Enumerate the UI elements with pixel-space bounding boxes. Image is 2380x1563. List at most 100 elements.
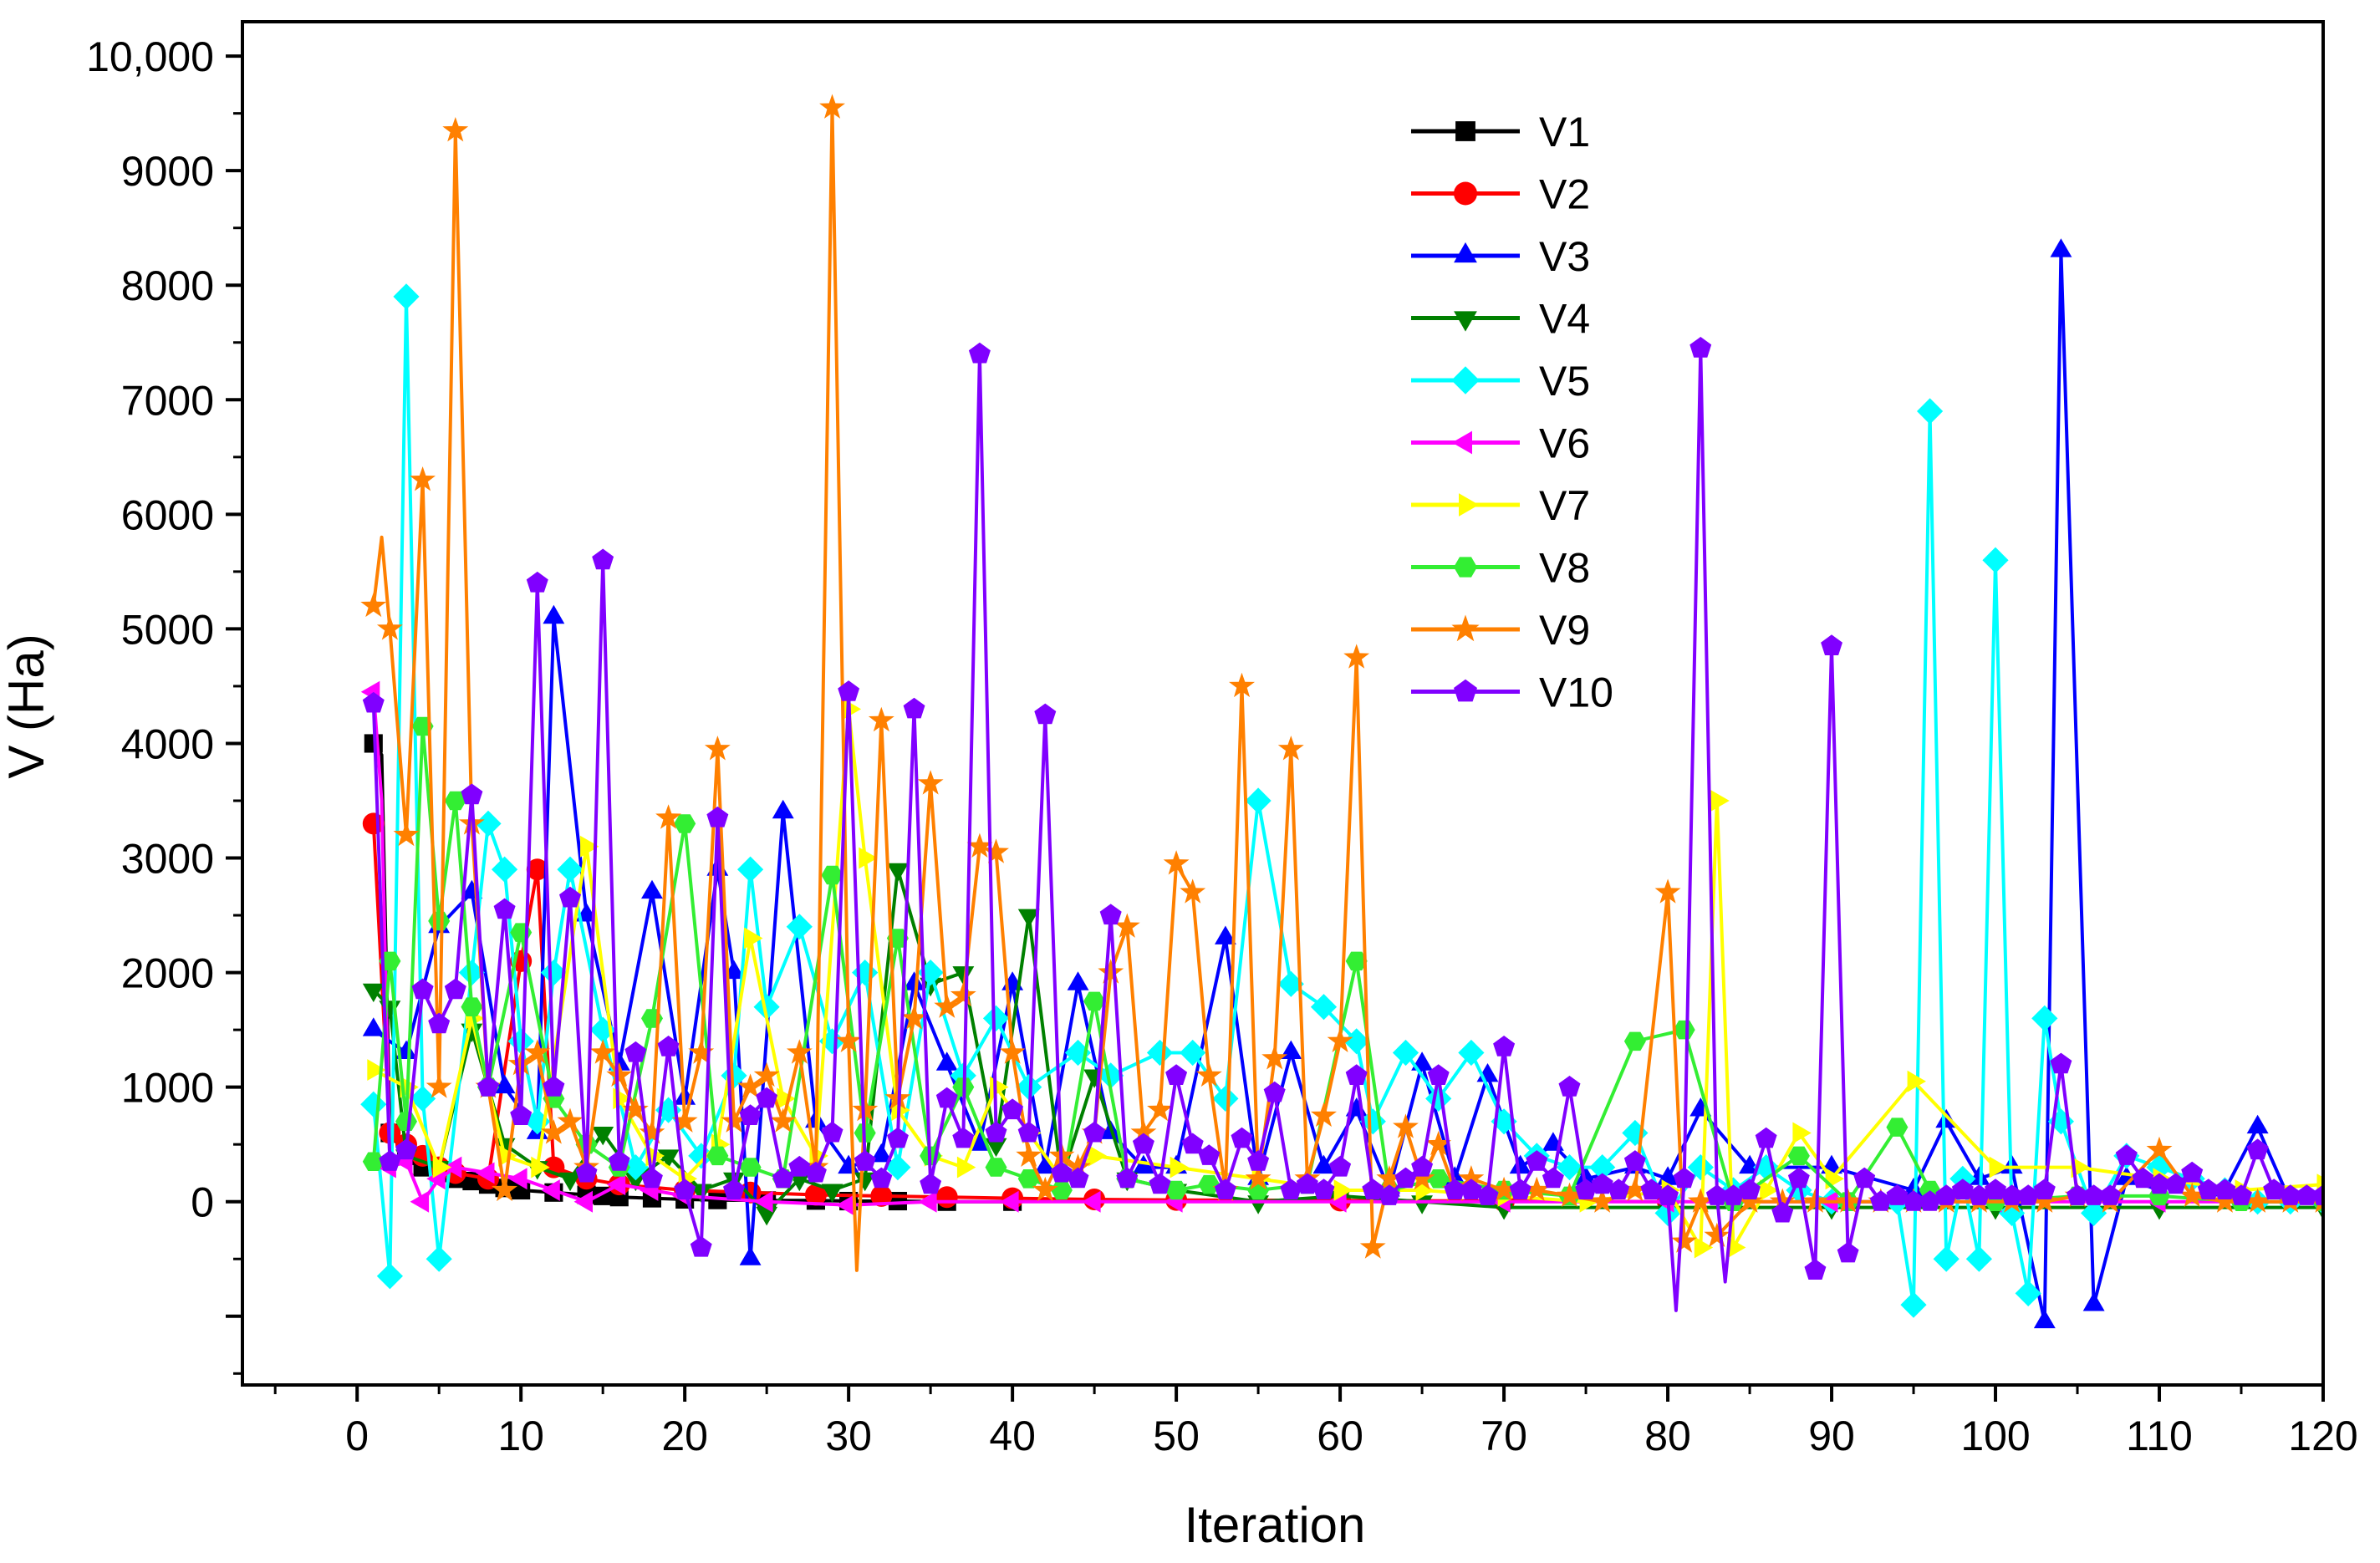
data-point	[1542, 1167, 1564, 1189]
data-point	[2146, 1136, 2173, 1162]
data-point	[969, 1132, 991, 1151]
data-point	[411, 978, 434, 1000]
data-point	[1280, 1179, 1302, 1199]
data-point	[1427, 1169, 1450, 1189]
x-tick-label: 70	[1480, 1413, 1527, 1459]
axes-layer: 0 10 20 30 40 50 60 70 80 90 100 110 120 0 1000 2000 300…	[86, 33, 2358, 1459]
data-point	[655, 804, 681, 829]
data-point	[1787, 1167, 1810, 1189]
data-point	[492, 856, 518, 883]
data-point	[870, 1143, 893, 1163]
data-point	[903, 971, 925, 990]
data-point	[1493, 1036, 1516, 1056]
data-point	[952, 1127, 975, 1148]
data-point	[476, 1162, 495, 1184]
data-point	[756, 1206, 778, 1226]
data-point	[540, 1119, 567, 1144]
series-line-v7	[372, 707, 2323, 1250]
data-point	[985, 1158, 1007, 1177]
data-point	[1181, 1133, 1204, 1154]
data-point	[1933, 1245, 1960, 1272]
data-point	[1804, 1259, 1827, 1280]
legend-entry-v1: V1	[1411, 109, 1590, 155]
data-point	[508, 1168, 527, 1190]
data-point	[1017, 1169, 1040, 1189]
data-point	[1999, 1199, 2026, 1226]
legend: V1 V2 V3 V4 V5 V6 V7 V8 V9 V10	[1411, 109, 1613, 716]
data-point	[1623, 1150, 1646, 1171]
data-point	[1034, 1154, 1057, 1174]
data-point	[1575, 1179, 1598, 1199]
data-point	[2164, 1173, 2187, 1194]
x-tick-label: 80	[1644, 1413, 1691, 1459]
data-point	[1261, 1045, 1288, 1070]
data-point	[2082, 1292, 2105, 1311]
legend-label: V8	[1539, 545, 1590, 592]
data-point	[1771, 1201, 1794, 1223]
data-point	[608, 1150, 630, 1171]
data-point	[362, 1152, 385, 1171]
y-tick-label: 5000	[121, 606, 214, 653]
series-v9	[360, 94, 2323, 1272]
data-point	[1935, 1184, 1958, 1205]
data-point	[1903, 1190, 1924, 1211]
data-point	[1739, 1179, 1761, 1199]
data-point	[1654, 878, 1681, 904]
data-point	[624, 1172, 647, 1192]
data-point	[1170, 1156, 1190, 1179]
data-point	[706, 806, 729, 827]
data-point	[477, 1076, 499, 1097]
data-point	[2115, 1144, 2138, 1165]
data-point	[2179, 1182, 2205, 1207]
data-point	[376, 1263, 403, 1290]
data-point	[1409, 1165, 1435, 1190]
data-point	[1343, 644, 1370, 669]
data-point	[1458, 1039, 1485, 1067]
x-tick-label: 20	[661, 1413, 708, 1459]
data-point	[393, 283, 420, 310]
data-point	[966, 832, 993, 858]
y-axis-label: V (Ha)	[0, 634, 54, 778]
x-tick-label: 50	[1153, 1413, 1200, 1459]
data-point	[410, 466, 436, 491]
data-point	[1792, 1122, 1812, 1144]
data-point	[842, 698, 862, 720]
data-point	[920, 1173, 942, 1194]
data-point	[1198, 1144, 1221, 1165]
legend-marker	[1451, 430, 1472, 455]
data-point	[1130, 1119, 1157, 1144]
data-point	[737, 1073, 763, 1098]
data-point	[859, 847, 878, 869]
data-point	[674, 814, 696, 833]
data-point	[624, 1041, 647, 1062]
data-point	[999, 1039, 1026, 1064]
data-point	[2132, 1167, 2154, 1189]
data-point	[1083, 1121, 1106, 1143]
data-point	[1147, 1096, 1173, 1122]
data-point	[868, 706, 894, 732]
data-point	[2082, 1184, 2105, 1205]
data-point	[935, 1051, 958, 1071]
data-point	[1557, 1182, 1582, 1207]
data-point	[1083, 991, 1106, 1011]
data-point	[2017, 1184, 2040, 1205]
data-point	[1853, 1167, 1876, 1189]
data-point	[1198, 1174, 1221, 1194]
data-point	[950, 981, 976, 1007]
data-point	[1163, 850, 1190, 875]
data-point	[2148, 1173, 2170, 1194]
data-point	[1671, 1228, 1698, 1253]
data-point	[1687, 1154, 1714, 1181]
data-point	[753, 1062, 780, 1087]
data-point	[756, 1087, 778, 1108]
data-point	[1263, 1081, 1286, 1102]
data-point	[1247, 1150, 1270, 1171]
legend-entry-v7: V7	[1411, 482, 1590, 529]
legend-marker	[1454, 242, 1477, 263]
data-point	[935, 1186, 958, 1209]
data-point	[2081, 1199, 2107, 1226]
data-point	[1050, 1161, 1073, 1183]
data-point	[1394, 1167, 1417, 1189]
data-point	[2099, 1184, 2122, 1205]
series-v5	[360, 283, 2323, 1318]
